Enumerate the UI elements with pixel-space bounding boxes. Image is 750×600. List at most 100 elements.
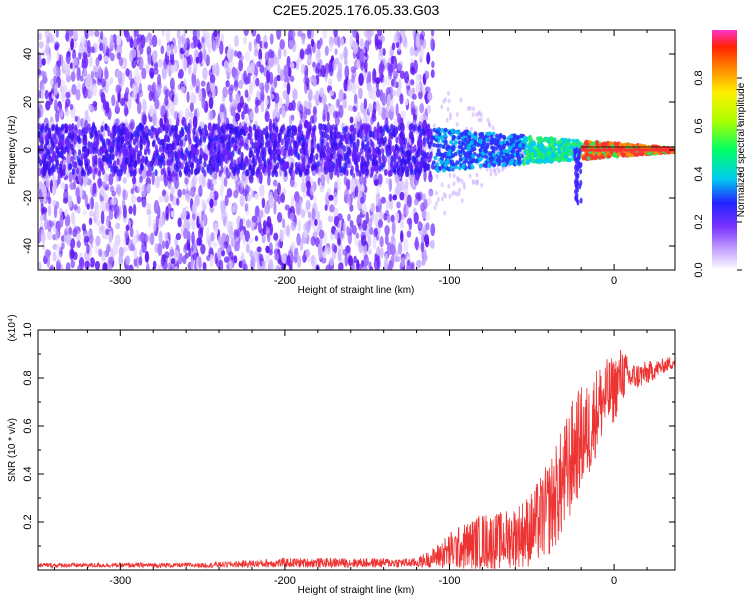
heatmap-cell bbox=[315, 90, 320, 102]
heatmap-cell bbox=[279, 38, 285, 50]
heatmap-cell bbox=[68, 171, 73, 183]
heatmap-cell bbox=[298, 167, 302, 175]
heatmap-cell bbox=[229, 50, 233, 63]
heatmap-cell bbox=[430, 69, 435, 78]
heatmap-cell bbox=[403, 192, 408, 205]
heatmap-cell bbox=[289, 62, 295, 69]
heatmap-cell bbox=[214, 252, 218, 265]
heatmap-cell bbox=[428, 170, 432, 178]
heatmap-cell bbox=[174, 138, 179, 146]
heatmap-cell bbox=[359, 131, 363, 139]
heatmap-cell bbox=[367, 248, 372, 255]
heatmap-cell bbox=[398, 170, 402, 178]
heatmap-cell bbox=[102, 98, 107, 111]
heatmap-cell bbox=[411, 93, 417, 100]
heatmap-cell bbox=[133, 169, 137, 177]
heatmap-cell bbox=[236, 169, 240, 177]
heatmap-cell bbox=[255, 170, 259, 178]
heatmap-cell bbox=[390, 105, 395, 112]
heatmap-cell bbox=[165, 88, 170, 98]
heatmap-cell bbox=[340, 231, 344, 239]
heatmap-cell bbox=[125, 68, 130, 77]
heatmap-cell bbox=[320, 138, 324, 146]
heatmap-cell bbox=[400, 30, 406, 38]
heatmap-cell bbox=[44, 125, 48, 133]
heatmap-cell bbox=[78, 128, 82, 136]
heatmap-cell bbox=[44, 134, 48, 142]
heatmap-cell bbox=[166, 64, 171, 74]
heatmap-cell bbox=[329, 204, 335, 213]
heatmap-cell bbox=[237, 131, 242, 139]
heatmap-cell bbox=[92, 83, 98, 97]
heatmap-cell bbox=[277, 182, 281, 196]
heatmap-cell bbox=[89, 147, 93, 155]
heatmap-cell bbox=[314, 218, 318, 227]
heatmap-cell bbox=[76, 230, 81, 243]
heatmap-cell bbox=[434, 190, 438, 196]
heatmap-cell bbox=[305, 108, 311, 116]
heatmap-cell bbox=[182, 188, 186, 196]
heatmap-cell bbox=[119, 97, 126, 107]
heatmap-cell bbox=[422, 140, 426, 148]
heatmap-cell bbox=[245, 219, 252, 229]
heatmap-cell bbox=[61, 181, 66, 190]
heatmap-cell bbox=[268, 194, 274, 209]
heatmap-cell bbox=[213, 222, 219, 237]
heatmap-cell bbox=[281, 109, 286, 118]
heatmap-cell bbox=[185, 107, 190, 121]
heatmap-cell bbox=[356, 259, 360, 270]
heatmap-cell bbox=[347, 104, 353, 112]
heatmap-cell bbox=[291, 30, 296, 38]
heatmap-cell bbox=[399, 131, 403, 139]
heatmap-cell bbox=[311, 163, 315, 171]
heatmap-cell bbox=[353, 255, 357, 264]
heatmap-cell bbox=[306, 128, 310, 136]
heatmap-cell bbox=[146, 183, 151, 194]
heatmap-cell bbox=[65, 138, 69, 146]
heatmap-cell bbox=[138, 82, 143, 94]
heatmap-cell bbox=[128, 239, 134, 251]
heatmap-cell bbox=[254, 205, 260, 219]
heatmap-cell bbox=[468, 173, 472, 179]
heatmap-cell bbox=[393, 161, 397, 169]
heatmap-cell bbox=[251, 189, 255, 198]
heatmap-cell bbox=[95, 56, 100, 67]
heatmap-cell bbox=[345, 245, 351, 254]
heatmap-cell bbox=[297, 30, 303, 37]
heatmap-cell bbox=[266, 69, 271, 84]
heatmap-cell bbox=[139, 123, 143, 131]
heatmap-cell bbox=[455, 112, 459, 118]
heatmap-cell bbox=[386, 126, 390, 134]
heatmap-cell bbox=[353, 93, 358, 104]
heatmap-cell bbox=[251, 157, 256, 165]
heatmap-cell bbox=[364, 150, 369, 158]
heatmap-cell bbox=[40, 70, 45, 77]
heatmap-cell bbox=[249, 62, 256, 75]
heatmap-cell bbox=[296, 233, 301, 246]
heatmap-cell bbox=[359, 50, 365, 63]
heatmap-cell bbox=[186, 243, 191, 251]
heatmap-cell bbox=[355, 185, 359, 198]
heatmap-cell bbox=[193, 37, 199, 47]
heatmap-cell bbox=[131, 148, 135, 156]
heatmap-cell bbox=[423, 234, 430, 244]
heatmap-cell bbox=[165, 30, 171, 43]
heatmap-cell bbox=[264, 204, 270, 215]
heatmap-cell bbox=[400, 230, 404, 243]
heatmap-cell bbox=[345, 169, 349, 177]
heatmap-cell bbox=[156, 86, 162, 97]
heatmap-cell bbox=[274, 170, 279, 178]
heatmap-cell bbox=[308, 76, 314, 83]
heatmap-cell bbox=[315, 98, 320, 107]
heatmap-cell bbox=[109, 77, 114, 85]
heatmap-cell bbox=[259, 184, 265, 198]
heatmap-cell bbox=[364, 59, 368, 73]
heatmap-cell bbox=[180, 150, 184, 158]
heatmap-cell bbox=[479, 112, 483, 118]
heatmap-cell bbox=[196, 158, 200, 166]
heatmap-cell bbox=[385, 75, 391, 86]
heatmap-cell bbox=[70, 71, 76, 82]
heatmap-cell bbox=[178, 170, 183, 178]
heatmap-cell bbox=[50, 264, 55, 270]
heatmap-cell bbox=[324, 45, 329, 56]
